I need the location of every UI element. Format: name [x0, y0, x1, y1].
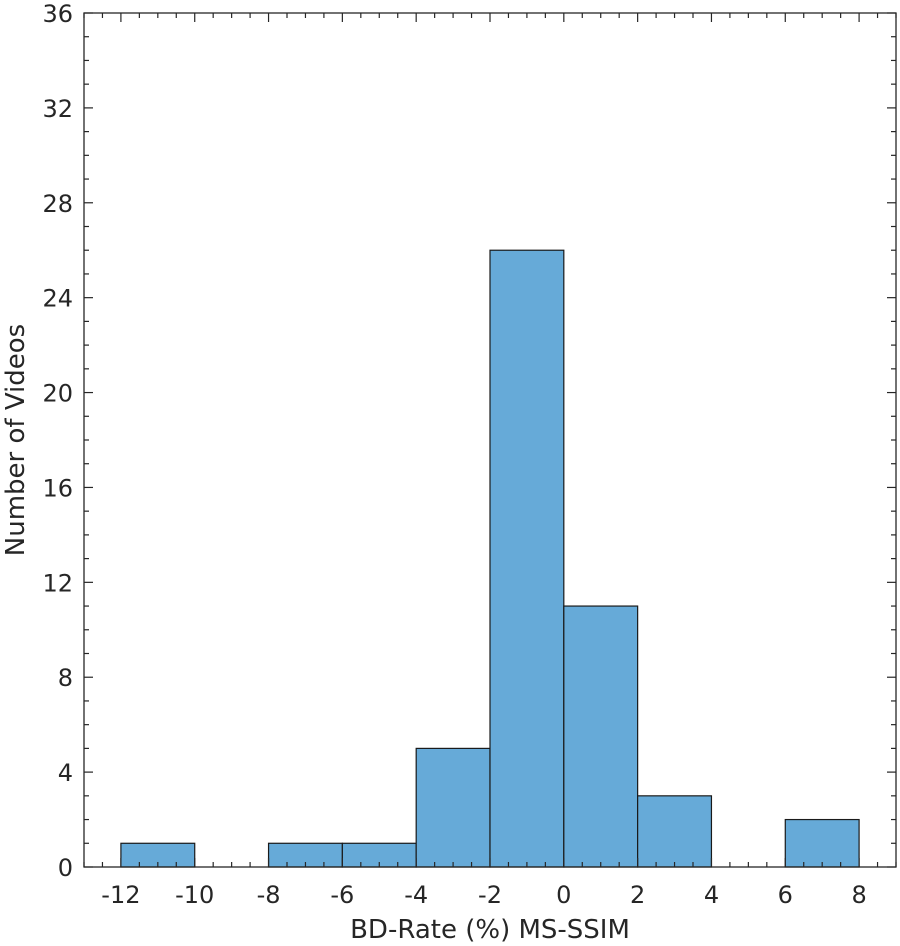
bar-6	[637, 795, 713, 868]
y-tick-label-8: 32	[42, 95, 73, 123]
y-axis-label: Number of Videos	[1, 324, 31, 556]
y-tick-label-9: 36	[42, 0, 73, 28]
y-tick-label-2: 8	[58, 664, 73, 692]
x-tick-label-8: 4	[704, 881, 719, 909]
y-tick-label-4: 16	[42, 474, 73, 502]
bar-4	[489, 249, 565, 868]
x-tick-label-1: -10	[175, 881, 214, 909]
x-tick-label-9: 6	[778, 881, 793, 909]
bars	[120, 249, 860, 868]
y-tick-label-6: 24	[42, 285, 73, 313]
bar-7	[784, 818, 860, 868]
bar-5	[563, 605, 639, 868]
y-tick-label-7: 28	[42, 190, 73, 218]
x-tick-label-10: 8	[851, 881, 866, 909]
bar-3	[415, 747, 491, 868]
x-tick-labels: -12 -10 -8 -6 -4 -2 0 2 4 6 8	[101, 881, 866, 909]
y-tick-label-0: 0	[58, 854, 73, 882]
x-tick-label-0: -12	[101, 881, 140, 909]
ticks	[83, 12, 897, 868]
y-tick-label-1: 4	[58, 759, 73, 787]
y-tick-label-3: 12	[42, 569, 73, 597]
x-tick-label-2: -8	[257, 881, 281, 909]
x-tick-label-5: -2	[478, 881, 502, 909]
x-tick-label-7: 2	[630, 881, 645, 909]
y-tick-labels: 0 4 8 12 16 20 24 28 32 36	[42, 0, 73, 882]
plot-frame	[83, 12, 897, 868]
x-tick-label-4: -4	[404, 881, 428, 909]
x-tick-label-3: -6	[330, 881, 354, 909]
x-axis-label: BD-Rate (%) MS-SSIM	[350, 915, 630, 945]
x-tick-label-6: 0	[556, 881, 571, 909]
y-tick-label-5: 20	[42, 380, 73, 408]
